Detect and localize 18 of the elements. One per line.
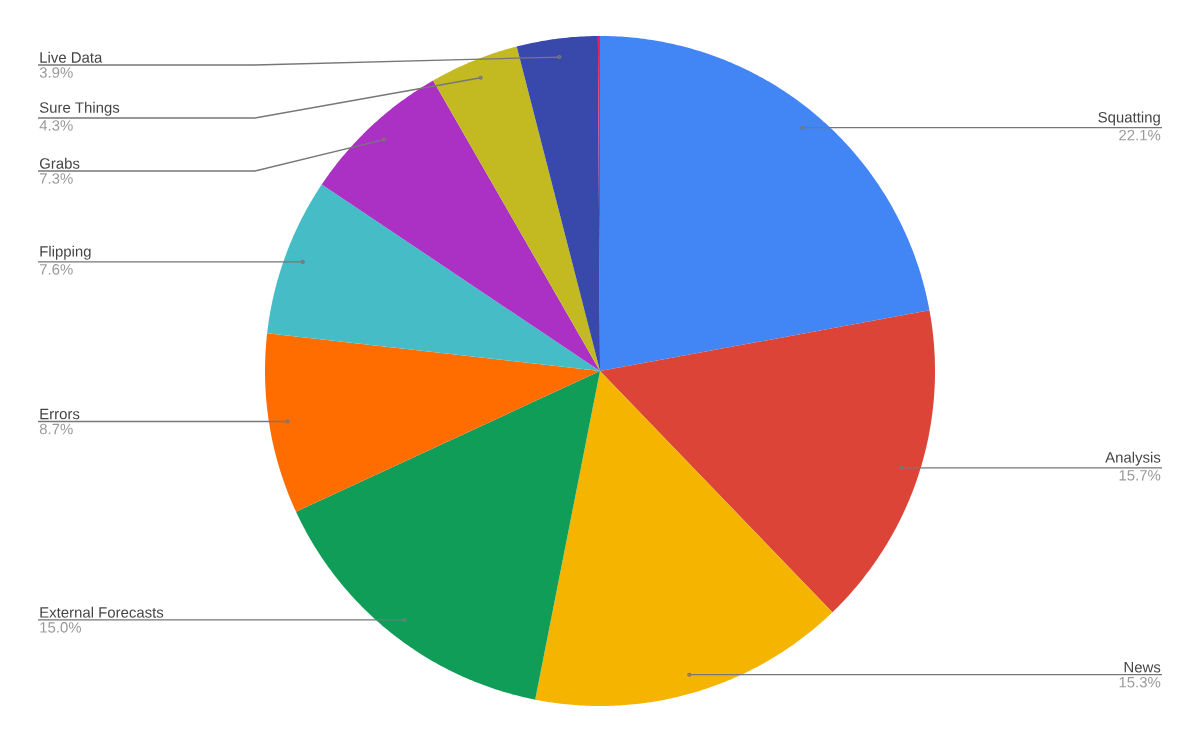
- slice-label: News: [1124, 662, 1161, 673]
- slice-label: Grabs: [39, 157, 80, 169]
- data-label: 15.7%: [1119, 470, 1161, 481]
- slice-label: External Forecasts: [40, 606, 164, 618]
- slice-label: Live Data: [40, 51, 103, 63]
- slice-label: Analysis: [1105, 451, 1161, 466]
- slice-label: Flipping: [40, 245, 91, 260]
- data-label: 3.9%: [39, 67, 73, 78]
- data-label: 4.3%: [39, 120, 73, 131]
- data-label: 7.3%: [39, 173, 73, 184]
- data-label: 8.7%: [39, 423, 73, 435]
- data-label: 22.1%: [1119, 129, 1161, 141]
- data-label: 15.3%: [1119, 676, 1161, 688]
- slice-label: Errors: [40, 408, 80, 420]
- slice-label: Squatting: [1098, 111, 1160, 126]
- data-label: 7.6%: [39, 264, 73, 275]
- data-label: 15.0%: [40, 622, 82, 633]
- slice-label: Sure Things: [39, 101, 120, 116]
